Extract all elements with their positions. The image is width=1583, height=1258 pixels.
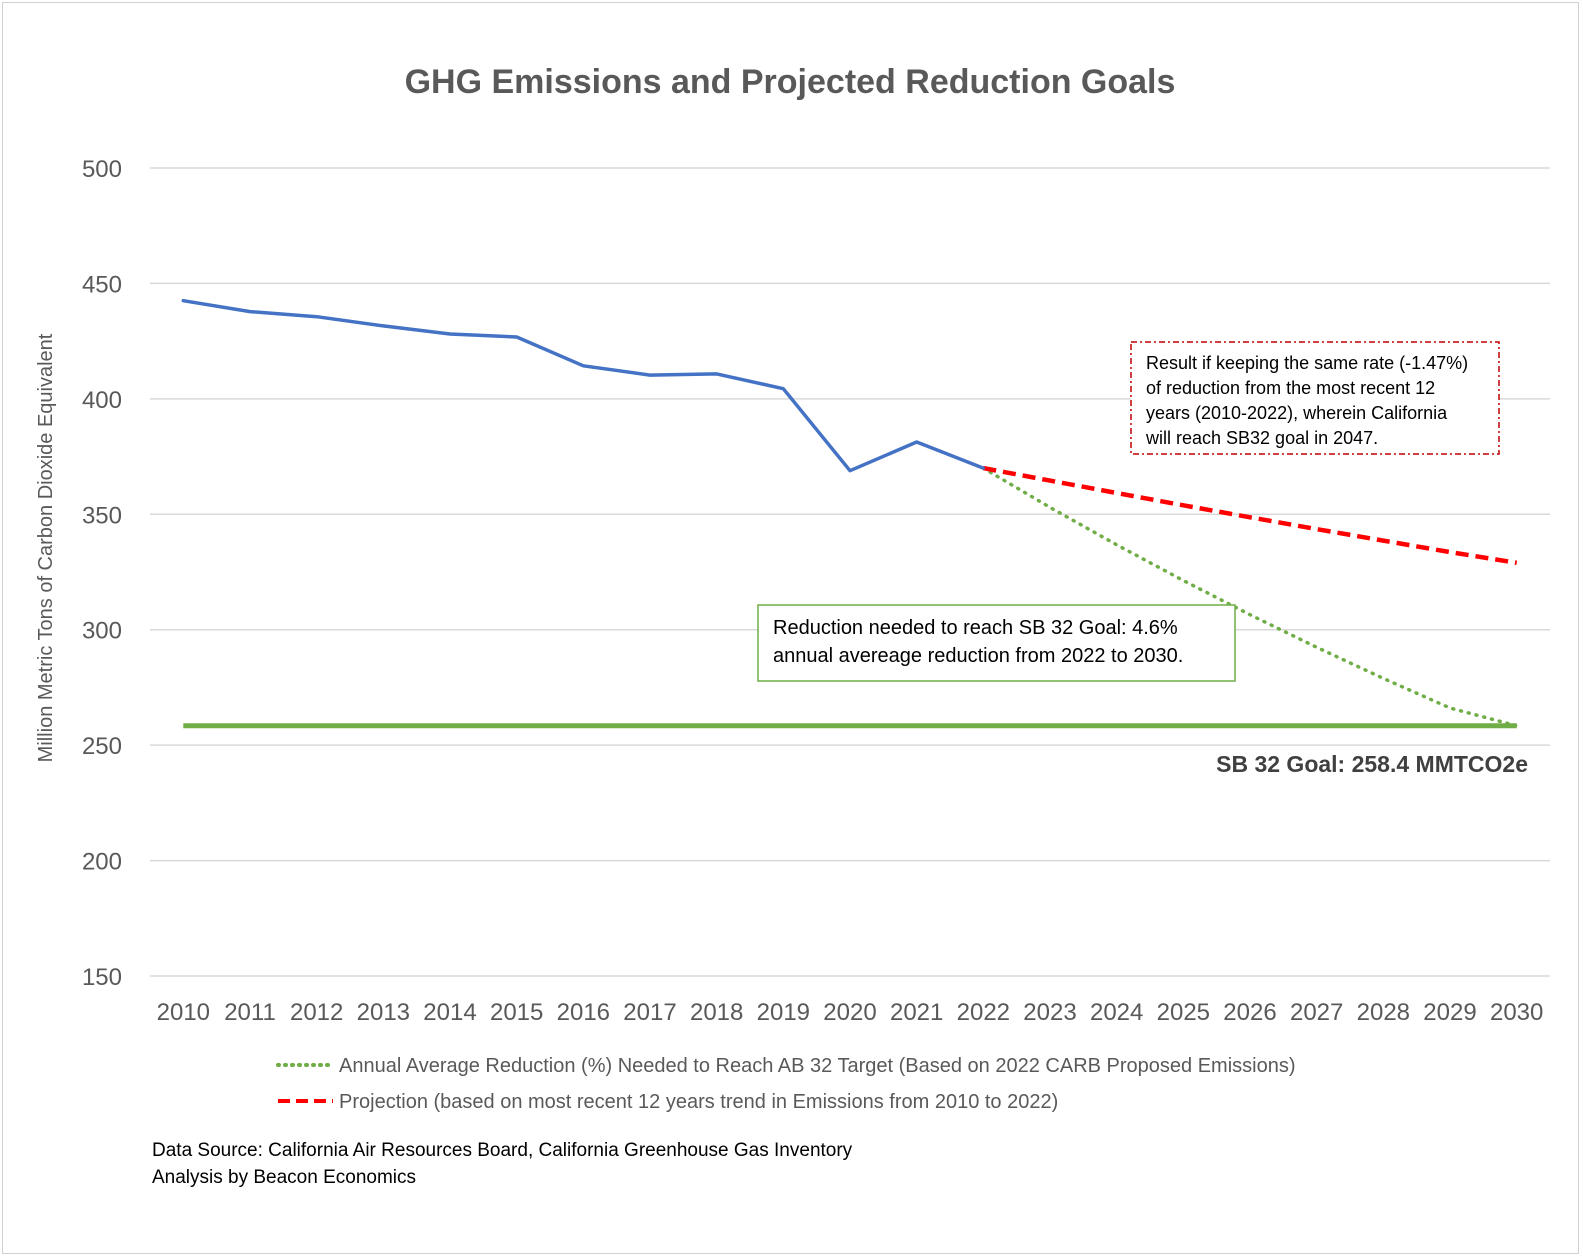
projection-annotation: Result if keeping the same rate (-1.47%)…: [1130, 341, 1500, 455]
legend-entry-projection: Projection (based on most recent 12 year…: [339, 1091, 1058, 1113]
y-axis-ticks: 150 200 250 300 350 400 450 500: [82, 156, 122, 991]
projection-annotation-line-1: Result if keeping the same rate (-1.47%): [1146, 353, 1468, 373]
projection-annotation-line-4: will reach SB32 goal in 2047.: [1145, 428, 1378, 448]
x-tick-label: 2027: [1290, 999, 1343, 1026]
x-axis-ticks: 2010 2011 2012 2013 2014 2015 2016 2017 2018 2019…: [157, 999, 1544, 1026]
x-tick-label: 2022: [957, 999, 1010, 1026]
y-tick-label: 450: [82, 271, 122, 298]
y-tick-label: 350: [82, 502, 122, 529]
projection-annotation-line-2: of reduction from the most recent 12: [1146, 378, 1435, 398]
x-tick-label: 2015: [490, 999, 543, 1026]
y-tick-label: 300: [82, 618, 122, 645]
x-tick-label: 2023: [1023, 999, 1076, 1026]
grid-lines: [150, 167, 1550, 977]
legend-entry-reduction: Annual Average Reduction (%) Needed to R…: [339, 1055, 1296, 1077]
y-tick-label: 250: [82, 733, 122, 760]
x-tick-label: 2018: [690, 999, 743, 1026]
x-tick-label: 2030: [1490, 999, 1543, 1026]
analysis-credit-note: Analysis by Beacon Economics: [152, 1167, 416, 1188]
x-tick-label: 2013: [357, 999, 410, 1026]
reduction-annotation-line-2: annual avereage reduction from 2022 to 2…: [773, 645, 1183, 667]
x-tick-label: 2011: [224, 999, 276, 1026]
y-axis-label: Million Metric Tons of Carbon Dioxide Eq…: [35, 333, 57, 762]
x-tick-label: 2026: [1223, 999, 1276, 1026]
reduction-annotation: Reduction needed to reach SB 32 Goal: 4.…: [757, 604, 1236, 682]
reduction-annotation-box: [757, 604, 1236, 682]
y-tick-label: 200: [82, 849, 122, 876]
y-tick-label: 400: [82, 387, 122, 414]
y-tick-label: 150: [82, 964, 122, 991]
series-line-dotted: [981, 466, 1519, 728]
series-line-dashed: [982, 465, 1518, 566]
x-tick-label: 2012: [290, 999, 343, 1026]
goal-label: SB 32 Goal: 258.4 MMTCO2e: [1216, 751, 1528, 777]
chart-title: GHG Emissions and Projected Reduction Go…: [405, 63, 1176, 101]
legend: Annual Average Reduction (%) Needed to R…: [276, 1055, 1296, 1113]
series-layer: [181, 298, 1519, 729]
reduction-annotation-line-1: Reduction needed to reach SB 32 Goal: 4.…: [773, 617, 1178, 639]
x-tick-label: 2020: [823, 999, 876, 1026]
x-tick-label: 2016: [557, 999, 610, 1026]
projection-annotation-line-3: years (2010-2022), wherein California: [1146, 403, 1448, 423]
x-tick-label: 2024: [1090, 999, 1143, 1026]
x-tick-label: 2025: [1157, 999, 1210, 1026]
x-tick-label: 2021: [890, 999, 943, 1026]
projection-annotation-box: [1130, 341, 1500, 455]
x-tick-label: 2014: [423, 999, 476, 1026]
x-tick-label: 2029: [1423, 999, 1476, 1026]
series-line-solid: [181, 298, 986, 473]
x-tick-label: 2010: [157, 999, 210, 1026]
data-source-note: Data Source: California Air Resources Bo…: [152, 1140, 853, 1161]
x-tick-label: 2017: [623, 999, 676, 1026]
y-tick-label: 500: [82, 156, 122, 183]
x-tick-label: 2019: [757, 999, 810, 1026]
x-tick-label: 2028: [1357, 999, 1410, 1026]
